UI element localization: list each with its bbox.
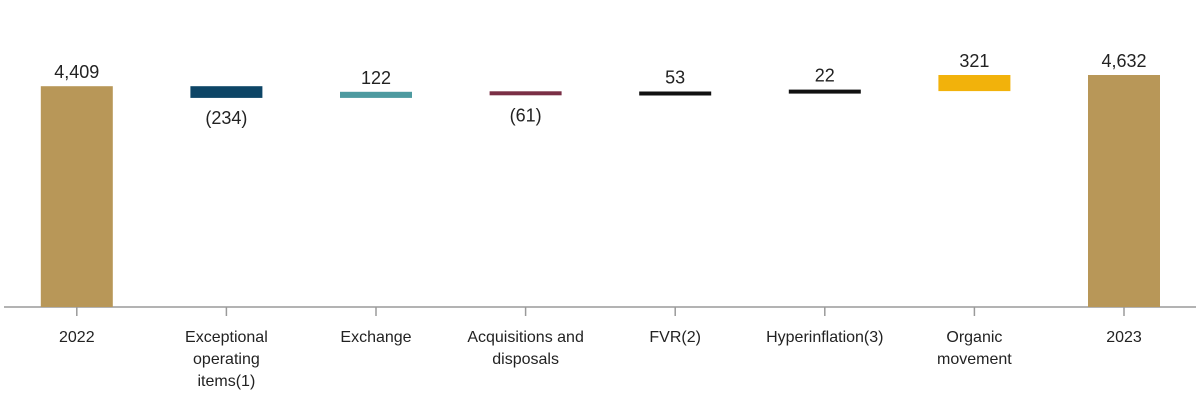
bar-6 <box>938 75 1011 92</box>
category-label-line: Exchange <box>340 329 411 346</box>
category-label-4: FVR(2) <box>649 329 701 346</box>
category-label-line: operating <box>193 351 260 368</box>
category-label-line: Acquisitions and <box>467 329 584 346</box>
category-label-line: 2023 <box>1106 329 1142 346</box>
category-label-line: items(1) <box>198 373 256 390</box>
category-label-line: Organic <box>946 329 1002 346</box>
bar-0 <box>40 86 113 307</box>
data-label-7: 4,632 <box>1101 51 1146 71</box>
bar-3 <box>489 91 562 96</box>
data-label-4: 53 <box>665 68 685 88</box>
bar-7 <box>1088 75 1160 307</box>
category-label-line: Exceptional <box>185 329 268 346</box>
category-label-line: 2022 <box>59 329 95 346</box>
bar-2 <box>340 91 412 98</box>
category-label-1: Exceptional operating items(1) <box>185 329 268 390</box>
data-label-1: (234) <box>205 108 247 128</box>
data-label-3: (61) <box>510 105 542 125</box>
category-label-6: Organic movement <box>937 329 1012 368</box>
category-label-7: 2023 <box>1106 329 1142 346</box>
category-label-line: movement <box>937 351 1012 368</box>
category-label-line: FVR(2) <box>649 329 701 346</box>
bar-4 <box>639 91 712 96</box>
category-label-0: 2022 <box>59 329 95 346</box>
category-label-line: Hyperinflation(3) <box>766 329 883 346</box>
data-label-2: 122 <box>361 68 391 88</box>
data-label-5: 22 <box>815 66 835 86</box>
data-label-6: 321 <box>959 51 989 71</box>
category-label-3: Acquisitions and disposals <box>467 329 584 368</box>
category-label-5: Hyperinflation(3) <box>766 329 883 346</box>
category-label-line: disposals <box>492 351 559 368</box>
category-label-2: Exchange <box>340 329 411 346</box>
data-label-0: 4,409 <box>54 62 99 82</box>
bar-5 <box>788 89 861 94</box>
bar-1 <box>190 86 263 98</box>
